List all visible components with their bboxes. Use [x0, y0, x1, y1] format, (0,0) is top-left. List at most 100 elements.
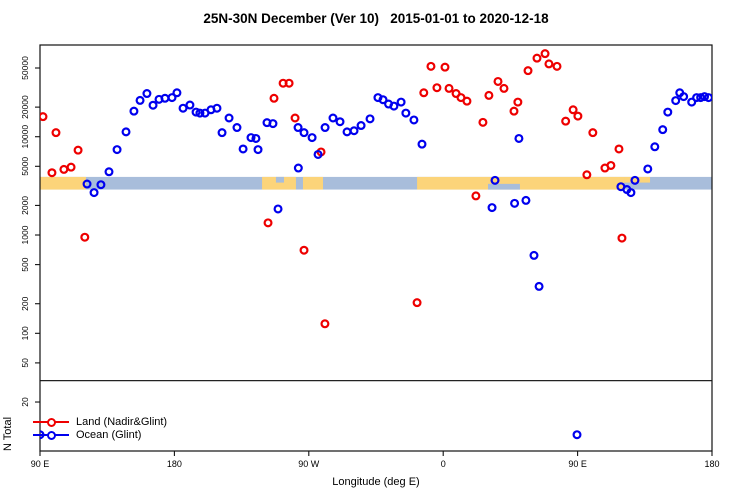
data-point-ocean [626, 188, 636, 198]
data-point-ocean [253, 145, 263, 155]
data-point-ocean [185, 100, 195, 110]
data-point-ocean [643, 164, 653, 174]
data-point-land [47, 168, 57, 178]
data-point-land [40, 112, 48, 122]
data-point-ocean [121, 127, 131, 137]
y-tick-label: 100 [20, 326, 30, 340]
data-point-ocean [104, 167, 114, 177]
data-point-ocean [409, 115, 419, 125]
data-point-land [544, 59, 554, 69]
data-point-ocean [335, 117, 345, 127]
legend: Land (Nadir&Glint) Ocean (Glint) [33, 415, 167, 441]
y-tick-label: 20000 [20, 95, 30, 119]
y-tick-label: 200 [20, 296, 30, 310]
x-axis-label: Longitude (deg E) [332, 476, 420, 488]
data-point-ocean [299, 128, 309, 138]
data-point-ocean [692, 93, 702, 103]
data-point-land [513, 97, 523, 107]
data-point-land [552, 61, 562, 71]
data-point-ocean [356, 121, 366, 131]
map-band-segment-land [302, 176, 323, 190]
data-point-land [606, 160, 616, 170]
data-point-ocean [246, 133, 256, 143]
data-point-ocean [704, 93, 712, 103]
legend-symbol-land-icon [33, 415, 69, 428]
data-point-land [320, 319, 330, 329]
map-band-detail-ocean [488, 183, 520, 190]
data-point-land [573, 111, 583, 121]
data-point-land [588, 128, 598, 138]
legend-symbol-ocean-icon [33, 428, 69, 441]
data-point-land [263, 218, 273, 228]
x-tick-label: 90 E [31, 459, 50, 469]
legend-item-land: Land (Nadir&Glint) [33, 415, 167, 428]
data-point-ocean [307, 133, 317, 143]
data-point-land [419, 88, 429, 98]
data-point-land [59, 164, 69, 174]
data-point-ocean [160, 93, 170, 103]
data-point-ocean [342, 127, 352, 137]
data-point-land [73, 145, 83, 155]
data-point-land [432, 83, 442, 93]
data-point-ocean [389, 101, 399, 111]
data-point-land [440, 62, 450, 72]
legend-label-land: Land (Nadir&Glint) [76, 415, 168, 428]
data-point-ocean [135, 95, 145, 105]
map-band-segment-land [262, 176, 296, 190]
data-point-ocean [521, 195, 531, 205]
data-point-land [568, 105, 578, 115]
data-point-land [284, 78, 294, 88]
data-point-ocean [191, 107, 201, 117]
y-tick-label: 50 [20, 358, 30, 368]
data-point-ocean [378, 95, 388, 105]
data-point-ocean [172, 88, 182, 98]
data-point-ocean [630, 175, 640, 185]
map-band-detail-land [624, 176, 651, 183]
y-tick-label: 10000 [20, 125, 30, 149]
data-point-land [426, 61, 436, 71]
data-point-ocean [514, 133, 524, 143]
data-point-ocean [273, 204, 283, 214]
data-point-land [484, 90, 494, 100]
y-tick-label: 1000 [20, 225, 30, 244]
map-band-segment-land [40, 176, 86, 190]
y-tick-label: 20 [20, 397, 30, 407]
data-point-ocean [487, 203, 497, 213]
data-point-ocean [417, 139, 427, 149]
data-point-ocean [142, 89, 152, 99]
data-point-land [478, 117, 488, 127]
data-point-land [617, 233, 627, 243]
data-point-land [493, 76, 503, 86]
data-point-land [540, 49, 550, 59]
data-point-land [269, 93, 279, 103]
data-point-ocean [510, 198, 520, 208]
data-point-ocean [195, 108, 205, 118]
data-point-land [412, 298, 422, 308]
x-tick-label: 180 [704, 459, 719, 469]
data-point-land [444, 83, 454, 93]
data-point-ocean [212, 103, 222, 113]
data-point-ocean [129, 106, 139, 116]
y-tick-label: 2000 [20, 196, 30, 215]
data-point-ocean [148, 100, 158, 110]
x-tick-label: 90 W [298, 459, 320, 469]
data-point-ocean [490, 175, 500, 185]
chart-title: 25N-30N December (Ver 10) 2015-01-01 to … [203, 11, 549, 26]
data-point-ocean [293, 123, 303, 133]
data-point-land [51, 128, 61, 138]
data-point-ocean [232, 123, 242, 133]
data-point-ocean [396, 97, 406, 107]
data-point-ocean [313, 149, 323, 159]
x-tick-label: 0 [441, 459, 446, 469]
data-point-ocean [224, 113, 234, 123]
data-point-ocean [293, 163, 303, 173]
data-point-land [561, 116, 571, 126]
data-point-land [614, 144, 624, 154]
data-point-land [66, 162, 76, 172]
data-point-ocean [679, 92, 689, 102]
data-point-ocean [365, 114, 375, 124]
data-point-ocean [658, 125, 668, 135]
y-tick-label: 500 [20, 257, 30, 271]
data-point-ocean [251, 133, 261, 143]
